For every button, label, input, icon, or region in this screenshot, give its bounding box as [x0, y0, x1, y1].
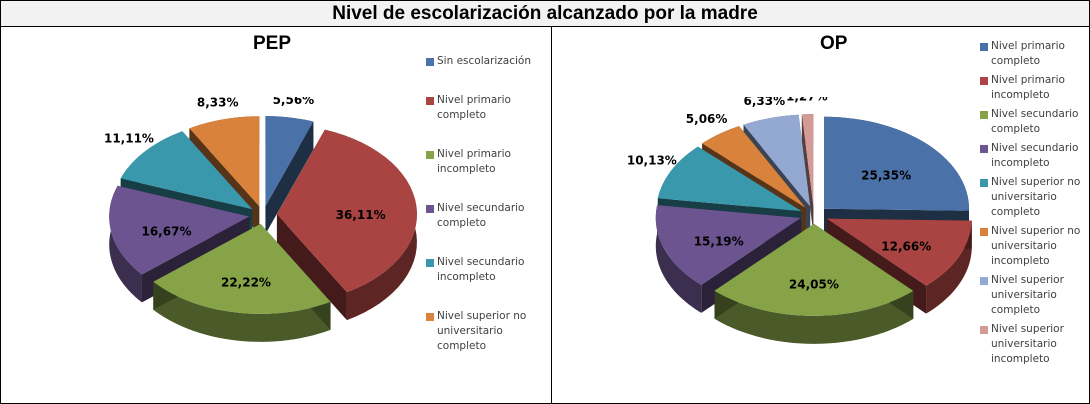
op-legend: Nivel primario completo Nivel primario in…: [980, 39, 1085, 371]
pie-slice: [276, 129, 417, 321]
legend-swatch-icon: [980, 111, 988, 119]
legend-swatch-icon: [426, 58, 434, 66]
legend-swatch-icon: [426, 205, 434, 213]
legend-label: Nivel secundario completo: [991, 108, 1079, 135]
legend-label: Nivel secundario incompleto: [991, 142, 1079, 169]
legend-item: Nivel superior no universitario completo: [426, 309, 544, 354]
legend-label: Sin escolarización: [437, 55, 532, 67]
legend-swatch-icon: [980, 326, 988, 334]
legend-item: Nivel superior universitario completo: [980, 273, 1085, 318]
legend-label: Nivel superior no universitario completo: [437, 310, 527, 352]
op-panel: OP 25,35% 12,66% 24,05% 15,19% 10,13% 5,06% 6,…: [552, 27, 1089, 403]
data-label: 22,22%: [221, 275, 271, 289]
legend-label: Nivel secundario completo: [437, 202, 525, 229]
legend-swatch-icon: [426, 259, 434, 267]
legend-swatch-icon: [426, 97, 434, 105]
pep-legend: Sin escolarización Nivel primario complet…: [426, 54, 544, 378]
legend-swatch-icon: [980, 277, 988, 285]
legend-swatch-icon: [980, 43, 988, 51]
op-chart-title: OP: [820, 33, 848, 54]
legend-label: Nivel superior no universitario completo: [991, 176, 1081, 218]
legend-item: Nivel secundario completo: [980, 107, 1085, 137]
op-pie-chart: 25,35% 12,66% 24,05% 15,19% 10,13% 5,06% 6,33%…: [627, 97, 972, 344]
legend-item: Nivel primario incompleto: [980, 73, 1085, 103]
pep-panel: PEP 5,56% 36,11% 22,22% 16,67% 11,11% 8,33% S…: [1, 27, 552, 403]
pie-slice: [265, 116, 314, 235]
legend-swatch-icon: [980, 179, 988, 187]
pie-slice: [801, 114, 814, 235]
legend-label: Nivel superior universitario completo: [991, 274, 1064, 316]
data-label: 6,33%: [743, 97, 785, 108]
pie-slice: [714, 223, 914, 344]
data-label: 5,56%: [273, 97, 315, 107]
legend-label: Nivel superior no universitario incomple…: [991, 225, 1081, 267]
legend-swatch-icon: [980, 145, 988, 153]
data-label: 11,11%: [104, 132, 154, 146]
pep-chart-title: PEP: [253, 33, 292, 54]
legend-item: Nivel secundario completo: [426, 201, 544, 231]
legend-item: Nivel primario completo: [426, 93, 544, 123]
data-label: 10,13%: [627, 153, 677, 167]
pie-slice: [153, 223, 331, 342]
legend-swatch-icon: [980, 77, 988, 85]
legend-swatch-icon: [426, 151, 434, 159]
legend-item: Nivel superior universitario incompleto: [980, 322, 1085, 367]
legend-swatch-icon: [980, 228, 988, 236]
legend-swatch-icon: [426, 313, 434, 321]
data-label: 1,27%: [786, 97, 828, 103]
data-label: 12,66%: [881, 239, 931, 253]
pep-pie-chart: 5,56% 36,11% 22,22% 16,67% 11,11% 8,33%: [104, 97, 417, 342]
legend-label: Nivel primario incompleto: [437, 148, 511, 175]
figure-title: Nivel de escolarización alcanzado por la…: [1, 1, 1089, 27]
legend-label: Nivel primario incompleto: [991, 74, 1065, 101]
legend-item: Nivel superior no universitario completo: [980, 175, 1085, 220]
legend-item: Nivel secundario incompleto: [426, 255, 544, 285]
legend-item: Nivel superior no universitario incomple…: [980, 224, 1085, 269]
legend-item: Sin escolarización: [426, 54, 544, 69]
legend-item: Nivel primario incompleto: [426, 147, 544, 177]
data-label: 16,67%: [141, 224, 191, 238]
data-label: 8,33%: [197, 97, 239, 109]
data-label: 24,05%: [789, 277, 839, 291]
data-label: 36,11%: [336, 208, 386, 222]
data-label: 15,19%: [694, 235, 744, 249]
legend-label: Nivel superior universitario incompleto: [991, 323, 1064, 365]
legend-item: Nivel primario completo: [980, 39, 1085, 69]
data-label: 25,35%: [861, 169, 911, 183]
data-label: 5,06%: [686, 112, 728, 126]
legend-label: Nivel secundario incompleto: [437, 256, 525, 283]
legend-item: Nivel secundario incompleto: [980, 141, 1085, 171]
legend-label: Nivel primario completo: [437, 94, 511, 121]
legend-label: Nivel primario completo: [991, 40, 1065, 67]
